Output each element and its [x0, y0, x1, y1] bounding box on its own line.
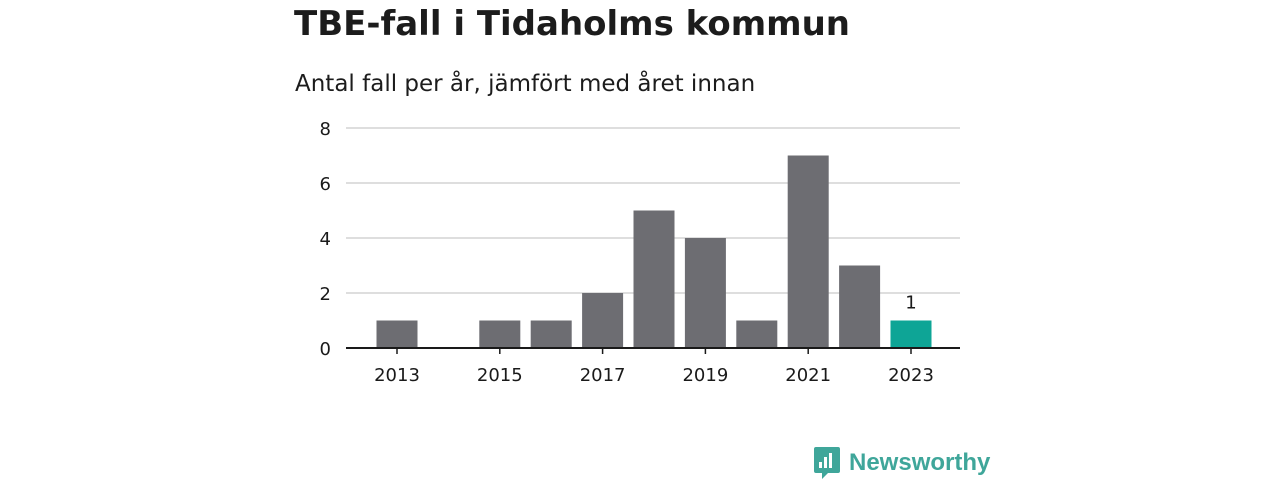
- x-tick-label: 2023: [888, 365, 934, 386]
- y-tick-label: 2: [320, 284, 331, 305]
- newsworthy-logo-icon: [814, 447, 840, 479]
- bar-2013: [376, 320, 418, 348]
- newsworthy-brand: Newsworthy: [813, 446, 990, 480]
- bar-2020: [736, 320, 778, 348]
- y-tick-label: 6: [320, 174, 331, 195]
- brand-name: Newsworthy: [849, 449, 991, 476]
- bar-2023: [890, 320, 932, 348]
- y-tick-label: 0: [320, 339, 331, 360]
- x-tick-label: 2019: [682, 365, 728, 386]
- x-tick-label: 2021: [785, 365, 831, 386]
- x-tick-label: 2017: [580, 365, 626, 386]
- chart-subtitle: Antal fall per år, jämfört med året inna…: [295, 71, 756, 97]
- bar-2017: [582, 293, 624, 348]
- bar-chart: 0 2 4 6 8 2013 2015 2017 2019 2021 2023 1: [320, 119, 960, 386]
- bar-2022: [839, 265, 881, 348]
- bar-2019: [684, 238, 726, 348]
- y-tick-label: 4: [320, 229, 331, 250]
- chart-title: TBE-fall i Tidaholms kommun: [294, 4, 850, 44]
- x-tick-label: 2015: [477, 365, 523, 386]
- bar-2015: [479, 320, 521, 348]
- bar-2016: [530, 320, 572, 348]
- x-tick-label: 2013: [374, 365, 420, 386]
- y-tick-label: 8: [320, 119, 331, 140]
- bar-2021: [787, 155, 829, 348]
- bar-2018: [633, 210, 675, 348]
- data-label: 1: [905, 293, 916, 314]
